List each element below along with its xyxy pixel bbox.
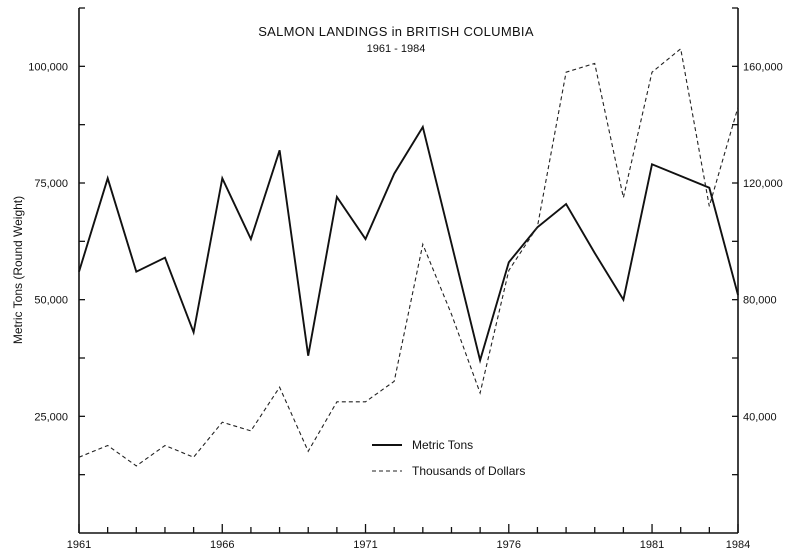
y2-tick-label: 160,000 xyxy=(743,61,783,73)
series-line-thousands-of-dollars xyxy=(78,47,739,467)
x-tick-label: 1961 xyxy=(67,539,91,551)
x-tick-label: 1966 xyxy=(210,539,234,551)
y2-tick-label: 40,000 xyxy=(743,411,777,423)
y-tick-label: 75,000 xyxy=(34,178,68,190)
chart-title: SALMON LANDINGS in BRITISH COLUMBIA xyxy=(258,24,534,39)
x-tick-label: 1971 xyxy=(353,539,377,551)
x-tick-label: 1976 xyxy=(497,539,521,551)
x-tick-label: 1984 xyxy=(726,539,750,551)
legend-label: Thousands of Dollars xyxy=(412,464,525,478)
axes: 1961 1966 1971 1976 1981 1984 25,000 50,000 75,0… xyxy=(28,7,783,551)
chart-subtitle: 1961 - 1984 xyxy=(367,43,426,55)
legend-label: Metric Tons xyxy=(412,438,473,452)
y-axis-label: Metric Tons (Round Weight) xyxy=(11,196,25,344)
y-tick-label: 50,000 xyxy=(34,295,68,307)
series-layer xyxy=(78,47,739,467)
legend: Metric Tons Thousands of Dollars xyxy=(372,438,525,478)
y2-tick-label: 80,000 xyxy=(743,295,777,307)
y-tick-label: 25,000 xyxy=(34,411,68,423)
y-tick-label: 100,000 xyxy=(28,61,68,73)
y2-tick-label: 120,000 xyxy=(743,178,783,190)
series-line-metric-tons xyxy=(78,124,739,364)
x-tick-label: 1981 xyxy=(640,539,664,551)
